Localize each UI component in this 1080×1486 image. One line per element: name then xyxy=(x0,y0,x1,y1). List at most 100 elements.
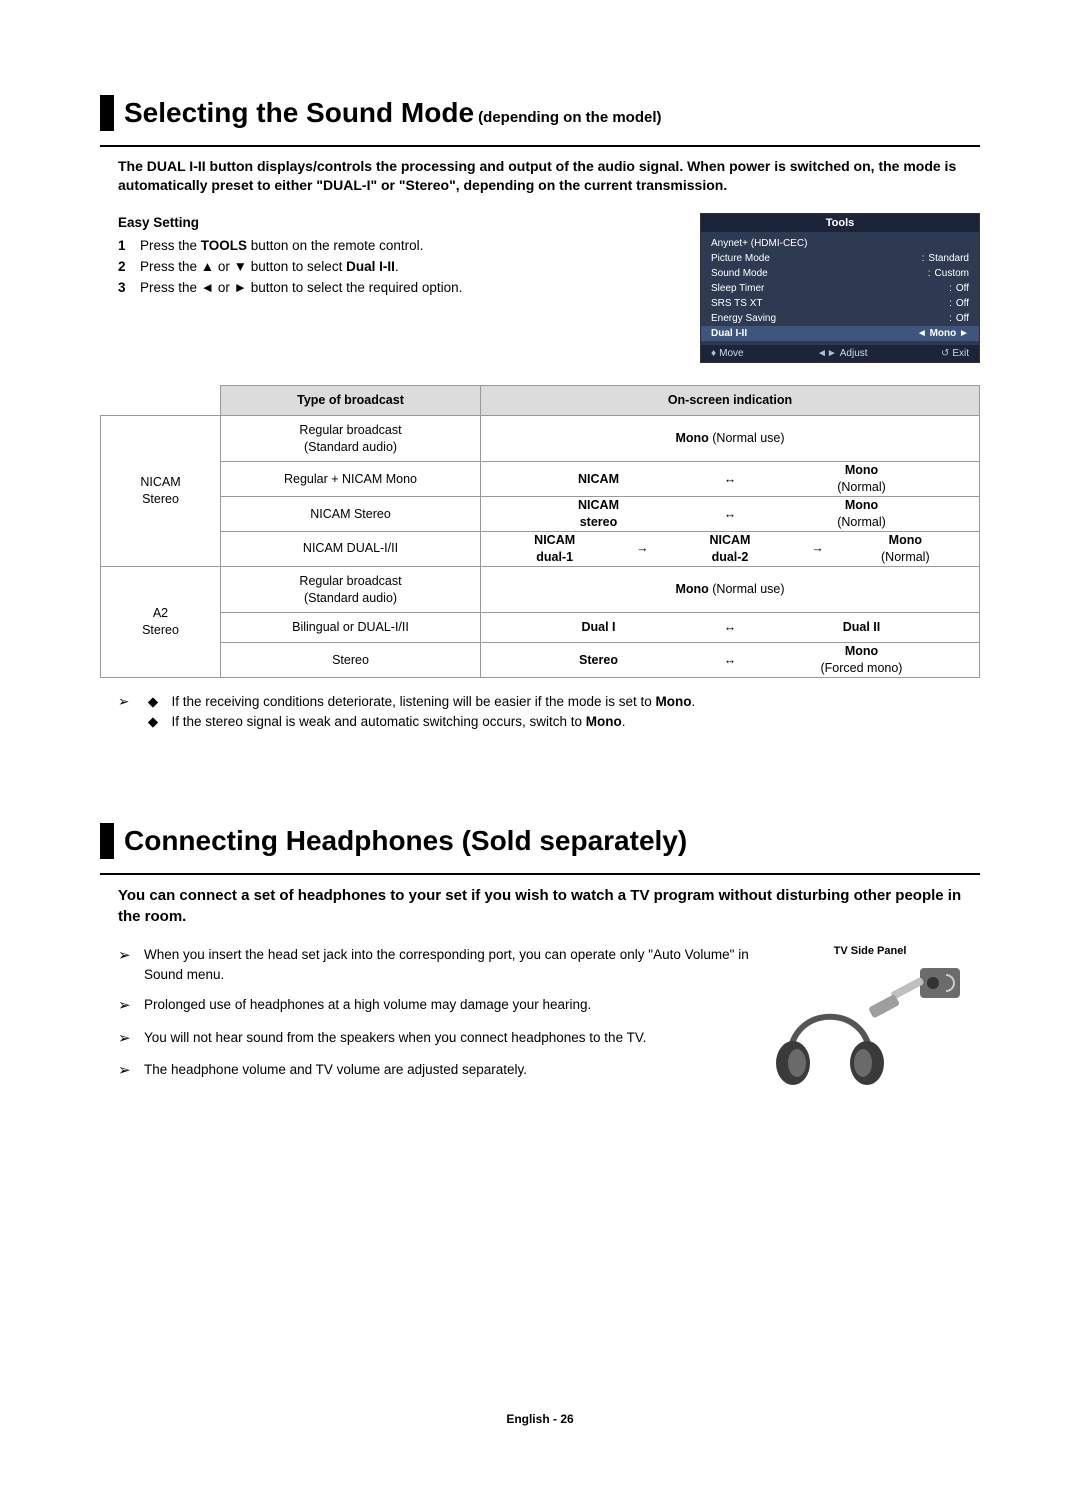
indication-cell: NICAMdual-1→NICAMdual-2→Mono(Normal) xyxy=(481,531,980,566)
table-row: StereoStereo↔Mono(Forced mono) xyxy=(101,643,980,678)
indication-value: Mono(Normal) xyxy=(832,532,979,566)
pointer-icon: ➢ xyxy=(118,1028,144,1051)
indication-cell: Stereo↔Mono(Forced mono) xyxy=(481,643,980,678)
indication-cell: NICAMstereo↔Mono(Normal) xyxy=(481,497,980,532)
table-row: NICAM StereoNICAMstereo↔Mono(Normal) xyxy=(101,497,980,532)
table-row: NICAMStereoRegular broadcast(Standard au… xyxy=(101,415,980,462)
indication-cell: Mono (Normal use) xyxy=(481,415,980,462)
tools-menu: Tools Anynet+ (HDMI-CEC)Picture Mode:Sta… xyxy=(700,213,980,363)
broadcast-table: Type of broadcast On-screen indication N… xyxy=(100,385,980,678)
section2-intro: You can connect a set of headphones to y… xyxy=(100,885,980,927)
note-line: ➢ ◆ If the receiving conditions deterior… xyxy=(118,692,980,712)
tools-footer: ♦Move ◄►Adjust ↺Exit xyxy=(701,345,979,362)
table-row: Bilingual or DUAL-I/IIDual I↔Dual II xyxy=(101,613,980,643)
headphone-area: ➢When you insert the head set jack into … xyxy=(100,945,980,1093)
indication-value: Dual II xyxy=(744,619,979,636)
tools-row-selected: Dual I-II◄ Mono ► xyxy=(701,326,979,341)
type-cell: Bilingual or DUAL-I/II xyxy=(221,613,481,643)
section1-title: Selecting the Sound Mode (depending on t… xyxy=(124,97,662,129)
notes-block: ➢ ◆ If the receiving conditions deterior… xyxy=(100,692,980,733)
tools-move: ♦Move xyxy=(711,348,744,359)
arrow-icon: ↔ xyxy=(716,506,744,523)
pointer-icon: ➢ xyxy=(118,995,144,1018)
easy-setting-block: Easy Setting 1Press the TOOLS button on … xyxy=(118,213,672,363)
indication-value: Mono(Normal) xyxy=(744,462,979,496)
headphone-note-item: ➢When you insert the head set jack into … xyxy=(118,945,760,986)
note-line: ◆ If the stereo signal is weak and autom… xyxy=(118,712,980,732)
indication-cell: NICAM↔Mono(Normal) xyxy=(481,462,980,497)
headphone-svg xyxy=(770,963,970,1093)
pointer-icon: ➢ xyxy=(118,945,144,986)
table-row: A2StereoRegular broadcast(Standard audio… xyxy=(101,566,980,613)
headphone-note-item: ➢You will not hear sound from the speake… xyxy=(118,1028,760,1051)
rule xyxy=(100,145,980,147)
indication-value: Dual I xyxy=(481,619,716,636)
indication-value: Mono(Forced mono) xyxy=(744,643,979,677)
section1-intro: The DUAL I-II button displays/controls t… xyxy=(100,157,980,195)
tools-exit: ↺Exit xyxy=(941,348,969,359)
section2-title: Connecting Headphones (Sold separately) xyxy=(124,825,687,857)
step-item: 2Press the ▲ or ▼ button to select Dual … xyxy=(118,257,672,278)
type-cell: Regular broadcast(Standard audio) xyxy=(221,566,481,613)
indication-value: Stereo xyxy=(481,652,716,669)
headphone-illustration: TV Side Panel xyxy=(760,945,980,1093)
section1-title-main: Selecting the Sound Mode xyxy=(124,97,474,128)
type-cell: NICAM DUAL-I/II xyxy=(221,531,481,566)
rule xyxy=(100,873,980,875)
step-item: 1Press the TOOLS button on the remote co… xyxy=(118,236,672,257)
arrow-icon: ↔ xyxy=(716,619,744,636)
section2-header: Connecting Headphones (Sold separately) xyxy=(100,823,980,859)
type-cell: NICAM Stereo xyxy=(221,497,481,532)
table-row: NICAM DUAL-I/IINICAMdual-1→NICAMdual-2→M… xyxy=(101,531,980,566)
headphone-note-item: ➢Prolonged use of headphones at a high v… xyxy=(118,995,760,1018)
th-empty xyxy=(101,385,221,415)
easy-setting-head: Easy Setting xyxy=(118,213,672,234)
indication-value: Mono(Normal) xyxy=(744,497,979,531)
tools-adjust: ◄►Adjust xyxy=(817,348,868,359)
note1-text: If the receiving conditions deteriorate,… xyxy=(172,694,696,709)
footer-lang: English - xyxy=(506,1412,560,1426)
headphone-note-item: ➢The headphone volume and TV volume are … xyxy=(118,1060,760,1083)
type-cell: Regular broadcast(Standard audio) xyxy=(221,415,481,462)
tools-row: Anynet+ (HDMI-CEC) xyxy=(711,236,969,251)
th-type: Type of broadcast xyxy=(221,385,481,415)
table-row: Regular + NICAM MonoNICAM↔Mono(Normal) xyxy=(101,462,980,497)
diamond-icon: ◆ xyxy=(148,692,168,712)
pointer-icon: ➢ xyxy=(118,692,144,712)
tools-body: Anynet+ (HDMI-CEC)Picture Mode:StandardS… xyxy=(701,232,979,345)
arrow-icon: → xyxy=(628,540,656,557)
tools-title: Tools xyxy=(701,214,979,232)
diamond-icon: ◆ xyxy=(148,712,168,732)
indication-value: Mono (Normal use) xyxy=(481,430,979,447)
th-indication: On-screen indication xyxy=(481,385,980,415)
group-label: NICAMStereo xyxy=(101,415,221,566)
indication-value: NICAMdual-1 xyxy=(481,532,628,566)
title-bar-decor xyxy=(100,95,114,131)
indication-value: NICAMstereo xyxy=(481,497,716,531)
indication-cell: Mono (Normal use) xyxy=(481,566,980,613)
page-footer: English - 26 xyxy=(0,1412,1080,1426)
title-bar-decor xyxy=(100,823,114,859)
steps-list: 1Press the TOOLS button on the remote co… xyxy=(118,236,672,299)
tools-row: Sleep Timer:Off xyxy=(711,281,969,296)
arrow-icon: ↔ xyxy=(716,471,744,488)
headphone-notes: ➢When you insert the head set jack into … xyxy=(118,945,760,1093)
tools-row: Sound Mode:Custom xyxy=(711,266,969,281)
tools-row: SRS TS XT:Off xyxy=(711,296,969,311)
type-cell: Regular + NICAM Mono xyxy=(221,462,481,497)
step-item: 3Press the ◄ or ► button to select the r… xyxy=(118,278,672,299)
type-cell: Stereo xyxy=(221,643,481,678)
indication-cell: Dual I↔Dual II xyxy=(481,613,980,643)
indication-value: NICAM xyxy=(481,471,716,488)
section1-header: Selecting the Sound Mode (depending on t… xyxy=(100,95,980,131)
arrow-icon: ↔ xyxy=(716,652,744,669)
indication-value: Mono (Normal use) xyxy=(481,581,979,598)
tools-row: Energy Saving:Off xyxy=(711,311,969,326)
pointer-icon: ➢ xyxy=(118,1060,144,1083)
note2-text: If the stereo signal is weak and automat… xyxy=(172,714,626,729)
footer-page: 26 xyxy=(560,1412,573,1426)
group-label: A2Stereo xyxy=(101,566,221,677)
tools-row: Picture Mode:Standard xyxy=(711,251,969,266)
section1-title-sub: (depending on the model) xyxy=(474,109,662,126)
arrow-icon: → xyxy=(804,540,832,557)
